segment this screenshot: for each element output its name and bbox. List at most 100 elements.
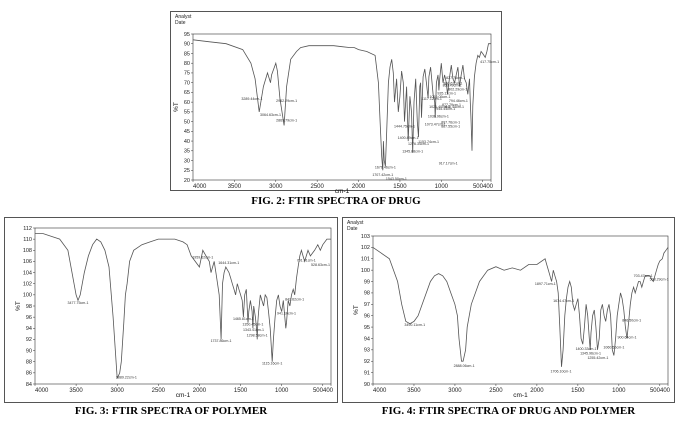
y-tick-label: 80 <box>184 61 190 67</box>
peak-label: 887.55cm-1 <box>441 124 460 128</box>
x-tick-label: 1000 <box>435 184 449 190</box>
ftir-chart-drug: 20 25 30 35 40 45 50 55 60 65 70 75 80 85 90 95 4000 3500… <box>173 32 499 195</box>
y-tick-label: 93 <box>364 348 370 354</box>
x-tick-label: 4000 <box>373 388 387 394</box>
x-tick-label: 1000 <box>275 388 289 394</box>
x-tick-label: 500400 <box>473 184 494 190</box>
y-tick-label: 101 <box>361 257 370 263</box>
y-tick-label: 35 <box>184 149 190 155</box>
x-tick-label: 1500 <box>571 388 585 394</box>
y-tick-label: 95 <box>364 325 370 331</box>
y-tick-label: 90 <box>184 42 190 48</box>
y-tick-label: 110 <box>23 237 32 243</box>
header-date: Date <box>175 20 186 26</box>
peak-label: 1959.62cm-1 <box>192 256 213 260</box>
peak-label: 2889.22cm-1 <box>116 375 137 379</box>
peak-label: 869.49cm-1 <box>443 84 462 88</box>
y-tick-label: 99 <box>364 279 370 285</box>
peak-label: 900.64cm-1 <box>618 335 637 339</box>
y-tick-label: 94 <box>26 326 32 332</box>
plot-frame <box>372 235 669 385</box>
x-tick-label: 1500 <box>234 388 248 394</box>
peak-label: 1060.55cm-1 <box>603 346 624 350</box>
y-tick-label: 20 <box>184 178 190 184</box>
ftir-chart-polymer: 84 86 88 90 92 94 96 98 100 102 104 106 108 110 112 400… <box>15 226 334 399</box>
x-tick-label: 3500 <box>69 388 83 394</box>
y-tick-label: 91 <box>364 370 370 376</box>
peak-label: 1255.42cm-1 <box>587 356 608 360</box>
peak-label: 917.17cm-1 <box>439 161 458 165</box>
spectrum-line <box>192 39 491 171</box>
peak-label: 1345.88cm-1 <box>402 150 423 154</box>
y-tick-label: 102 <box>361 245 370 251</box>
x-tick-label: 1000 <box>612 388 626 394</box>
y-tick-label: 98 <box>26 304 32 310</box>
peak-label: 701.01cm-1 <box>297 258 316 262</box>
peak-label: 1073.47cm-1 <box>425 122 446 126</box>
y-tick-label: 90 <box>26 348 32 354</box>
peak-label: 3064.63cm-1 <box>260 113 281 117</box>
y-tick-label: 90 <box>364 382 370 388</box>
peak-label: 703.47cm-1 <box>634 274 653 278</box>
y-tick-label: 92 <box>26 337 32 343</box>
peak-label: 945.44cm-1 <box>436 107 455 111</box>
peak-label: 1707.42cm-1 <box>372 173 393 177</box>
peak-label: 846.50cm-1 <box>622 318 641 322</box>
peak-label: 3477.75cm-1 <box>68 301 89 305</box>
y-tick-label: 85 <box>184 51 190 57</box>
peak-label: 877.79cm-1 <box>442 103 461 107</box>
y-tick-label: 96 <box>26 315 32 321</box>
x-tick-label: 2000 <box>193 388 207 394</box>
peak-label: 1737.86cm-1 <box>211 339 232 343</box>
peak-label: 1276.34cm-1 <box>408 142 429 146</box>
header-analyst: Analyst <box>175 14 192 20</box>
x-tick-label: 2500 <box>489 388 503 394</box>
y-tick-label: 84 <box>26 382 32 388</box>
spectrum-line <box>35 233 331 379</box>
x-tick-label: 1500 <box>393 184 407 190</box>
figure-caption-drug-polymer: FIG. 4: FTIR SPECTRA OF DRUG AND POLYMER <box>381 405 636 417</box>
y-tick-label: 50 <box>184 119 190 125</box>
chart-panel-polymer: 84 86 88 90 92 94 96 98 100 102 104 106 108 110 112 400… <box>4 217 338 403</box>
x-tick-label: 3000 <box>448 388 462 394</box>
ftir-chart-drug-polymer: 90 91 92 93 94 95 96 97 98 99 100 101 102 103 4000 3500… <box>353 234 671 399</box>
peak-label: 1021.40cm-1 <box>429 105 450 109</box>
peak-label: 1543.50cm-1 <box>386 177 407 181</box>
x-axis-label: cm-1 <box>176 392 191 399</box>
peak-label: 1345.96cm-1 <box>580 351 601 355</box>
x-tick-label: 3500 <box>407 388 421 394</box>
peak-label: 827.75cm-1 <box>446 76 465 80</box>
y-tick-label: 98 <box>364 291 370 297</box>
x-tick-label: 2500 <box>310 184 324 190</box>
peak-label: 1400.89cm-1 <box>398 136 419 140</box>
y-tick-label: 112 <box>23 226 32 232</box>
peak-label: 1036.96cm-1 <box>428 115 449 119</box>
y-axis-label: %T <box>353 305 360 315</box>
peak-label: 1153.74cm-1 <box>418 140 439 144</box>
chart-panel-drug: Analyst Date 20 25 30 35 40 45 50 55 60 65 70 75 80 8… <box>170 11 502 195</box>
y-tick-label: 108 <box>23 248 32 254</box>
peak-label: 2869.79cm-1 <box>276 119 297 123</box>
y-tick-label: 25 <box>184 168 190 174</box>
peak-label: 1465.81cm-1 <box>233 317 254 321</box>
plot-frame <box>192 33 492 181</box>
y-axis-label: %T <box>173 102 180 112</box>
y-tick-label: 95 <box>184 32 190 38</box>
peak-label: 417.75cm-1 <box>480 60 499 64</box>
peak-label: 2962.29cm-1 <box>276 99 297 103</box>
x-tick-label: 4000 <box>35 388 49 394</box>
peak-label: 802.29cm-1 <box>448 87 467 91</box>
peak-label: 794.46cm-1 <box>449 99 468 103</box>
x-tick-label: 4000 <box>193 184 207 190</box>
peak-label: 941.16cm-1 <box>277 311 296 315</box>
peak-label: 840.44cm-1 <box>445 105 464 109</box>
y-tick-label: 102 <box>23 282 32 288</box>
peak-label: 508.29cm-1 <box>650 277 669 281</box>
x-tick-label: 3000 <box>269 184 283 190</box>
y-tick-label: 40 <box>184 139 190 145</box>
peak-label: 1016.05cm-1 <box>430 95 451 99</box>
x-axis-label: cm-1 <box>513 392 528 399</box>
y-tick-label: 92 <box>364 359 370 365</box>
x-tick-label: 3000 <box>111 388 125 394</box>
peak-label: 528.63cm-1 <box>311 263 330 267</box>
